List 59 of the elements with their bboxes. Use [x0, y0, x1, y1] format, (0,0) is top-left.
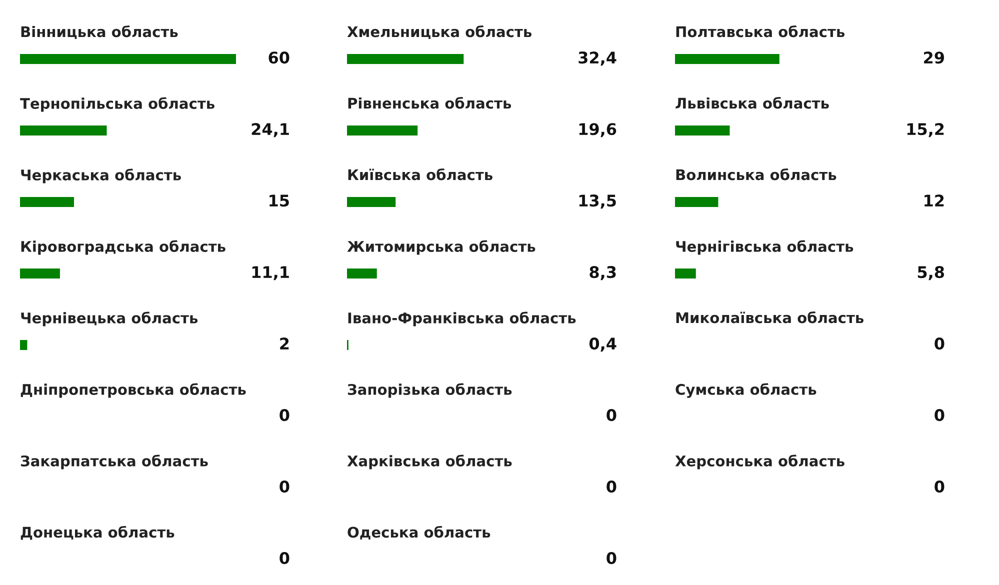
bar — [20, 268, 60, 278]
y-tick-label: Житомирська область — [347, 240, 536, 255]
y-tick-label: Львівська область — [676, 96, 829, 109]
data-label: 19,6 — [579, 123, 616, 138]
y-tick-label: Івано-Франківська область — [348, 312, 576, 326]
bar — [20, 197, 74, 207]
data-label: 0 — [934, 480, 944, 493]
y-tick-label: Дніпропетровська область — [20, 383, 246, 398]
y-tick-label: Чернігівська область — [676, 240, 854, 255]
bar — [20, 126, 107, 136]
data-label: 0 — [606, 409, 616, 422]
y-tick-label: Закарпатська область — [20, 454, 208, 470]
data-label: 15,2 — [907, 123, 944, 138]
data-label: 0 — [280, 480, 290, 493]
bar — [347, 197, 396, 207]
data-label: 5,8 — [918, 266, 944, 280]
y-tick-label: Полтавська область — [676, 25, 845, 38]
data-label: 60 — [268, 52, 290, 64]
data-label: 0 — [280, 552, 290, 564]
data-label: 11,1 — [252, 266, 289, 280]
data-label: 32,4 — [578, 52, 616, 66]
y-tick-label: Чернівецька область — [21, 312, 198, 326]
y-tick-label: Хмельницька область — [347, 25, 532, 40]
y-tick-label: Херсонська область — [675, 454, 844, 470]
y-tick-label: Харківська область — [347, 454, 512, 470]
y-tick-label: Кіровоградська область — [21, 240, 226, 255]
y-tick-label: Донецька область — [20, 526, 174, 540]
data-label: 0 — [934, 338, 944, 350]
bar — [675, 197, 718, 207]
data-label: 0 — [934, 409, 944, 422]
data-label: 13,5 — [579, 194, 616, 209]
data-label: 29 — [924, 52, 944, 64]
y-tick-label: Сумська область — [676, 383, 816, 398]
data-label: 0,4 — [589, 338, 616, 352]
y-tick-label: Запорізька область — [348, 383, 512, 398]
bar — [20, 340, 28, 350]
data-label: 2 — [280, 338, 289, 350]
y-tick-label: Черкаська область — [21, 168, 181, 184]
data-label: 0 — [280, 409, 290, 422]
y-tick-label: Вінницька область — [21, 25, 178, 40]
y-tick-label: Київська область — [348, 168, 492, 180]
y-tick-label: Миколаївська область — [676, 311, 864, 324]
y-tick-label: Рівненська область — [348, 96, 512, 109]
bar — [675, 54, 780, 64]
data-label: 0 — [606, 480, 616, 493]
y-tick-label: Тернопільська область — [20, 97, 214, 112]
data-label: 0 — [606, 552, 616, 564]
data-label: 24,1 — [252, 123, 289, 138]
data-label: 12 — [924, 194, 944, 206]
bar — [347, 126, 418, 136]
bar — [675, 126, 730, 136]
bar — [675, 268, 696, 278]
bar — [347, 268, 377, 278]
data-label: 8,3 — [590, 266, 616, 280]
y-tick-label: Волинська область — [676, 168, 836, 180]
bar — [20, 54, 236, 64]
y-tick-label: Одеська область — [348, 526, 490, 540]
bar — [347, 54, 464, 64]
data-label: 15 — [270, 194, 289, 207]
